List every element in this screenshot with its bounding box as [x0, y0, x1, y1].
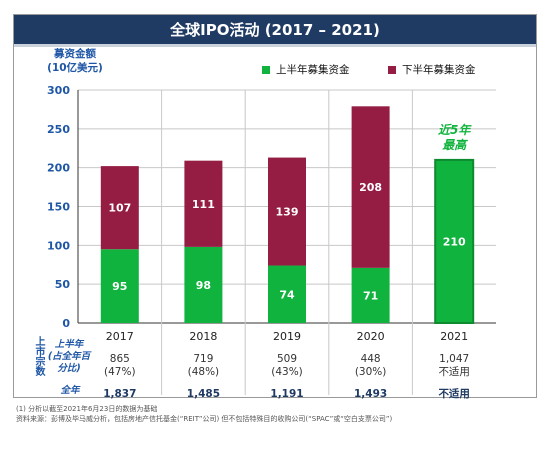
- y-tick-label: 150: [47, 201, 70, 214]
- row1-label-line1: 上半年: [54, 339, 84, 350]
- y-tick-label: 50: [55, 278, 71, 291]
- bar-h1-2021: [434, 158, 475, 324]
- y-axis-title: 募资金额 (10亿美元): [40, 47, 110, 75]
- bar-h2-2019: [268, 157, 306, 266]
- y-tick-label: 200: [47, 162, 70, 175]
- footnote-1: (1) 分析以截至2021年6月23日的数据为基础: [16, 405, 158, 413]
- row1-label: 上半年 (占全年百 分比): [40, 339, 98, 375]
- y-tick-label: 100: [47, 239, 70, 252]
- legend-label-h1: 上半年募集资金: [276, 64, 350, 76]
- legend-swatch-h1: [262, 65, 270, 74]
- bar-h2-2018: [184, 160, 223, 247]
- annotation-line2: 最高: [442, 138, 468, 152]
- data-label-h1-2017: 95: [112, 280, 127, 293]
- row1-label-line3: 分比): [57, 363, 81, 374]
- y-axis-title-line2: (10亿美元): [47, 62, 103, 74]
- data-label-h2-2020: 208: [359, 181, 382, 194]
- row2-label: 全年: [60, 385, 80, 396]
- full-year-listings-2019: 1,191: [270, 388, 304, 400]
- data-label-h1-2019: 74: [279, 288, 295, 301]
- y-tick-label: 0: [62, 317, 70, 330]
- x-tick-label-2020: 2020: [357, 330, 385, 343]
- bar-h1-2020: [351, 267, 390, 323]
- data-label-h1-2018: 98: [196, 279, 211, 292]
- full-year-listings-2020: 1,493: [353, 388, 388, 400]
- bar-h2-2017: [100, 166, 139, 250]
- full-year-listings-2021: 不适用: [438, 388, 470, 400]
- annotation-line1: 近5年: [438, 123, 472, 137]
- footnote-2: 资料来源：彭博及毕马威分析，包括房地产信托基金(“REIT”公司) 但不包括特殊…: [16, 415, 393, 423]
- x-tick-label-2018: 2018: [189, 330, 217, 343]
- legend-item-h1: 上半年募集资金: [262, 62, 350, 77]
- bar-h2-2020: [351, 106, 390, 268]
- h1-listings-2018: 719: [193, 353, 214, 365]
- listings-side-label: 上市宗数: [33, 336, 44, 376]
- x-tick-label-2019: 2019: [273, 330, 301, 343]
- x-tick-label-2017: 2017: [106, 330, 134, 343]
- h1-share-2019: (43%): [271, 366, 303, 378]
- data-label-h1-2021: 210: [443, 235, 466, 248]
- h1-listings-2021: 1,047: [439, 353, 470, 365]
- y-axis-title-line1: 募资金额: [54, 48, 96, 60]
- h1-listings-2017: 865: [109, 353, 130, 365]
- h1-share-2017: (47%): [104, 366, 136, 378]
- x-tick-label-2021: 2021: [440, 330, 468, 343]
- h1-listings-2019: 509: [276, 353, 298, 365]
- y-tick-label: 300: [47, 84, 70, 97]
- bar-h1-2017: [100, 249, 139, 323]
- h1-share-2018: (48%): [187, 366, 220, 378]
- data-label-h1-2020: 71: [363, 289, 378, 302]
- y-tick-label: 250: [47, 123, 70, 136]
- h1-listings-2020: 448: [360, 353, 381, 365]
- data-label-h2-2019: 139: [276, 206, 299, 219]
- row1-label-line2: (占全年百: [47, 351, 91, 362]
- legend-item-h2: 下半年募集资金: [388, 62, 476, 77]
- h1-share-2020: (30%): [354, 366, 387, 378]
- full-year-listings-2017: 1,837: [103, 388, 137, 400]
- legend-swatch-h2: [388, 65, 396, 74]
- h1-share-2021: 不适用: [438, 366, 470, 378]
- data-label-h2-2017: 107: [108, 202, 131, 215]
- legend-label-h2: 下半年募集资金: [402, 64, 476, 76]
- bar-h1-2018: [184, 246, 223, 323]
- data-label-h2-2018: 111: [192, 198, 215, 211]
- chart-title: 全球IPO活动 (2017 – 2021): [14, 15, 536, 47]
- full-year-listings-2018: 1,485: [186, 388, 220, 400]
- bar-h1-2019: [268, 265, 306, 323]
